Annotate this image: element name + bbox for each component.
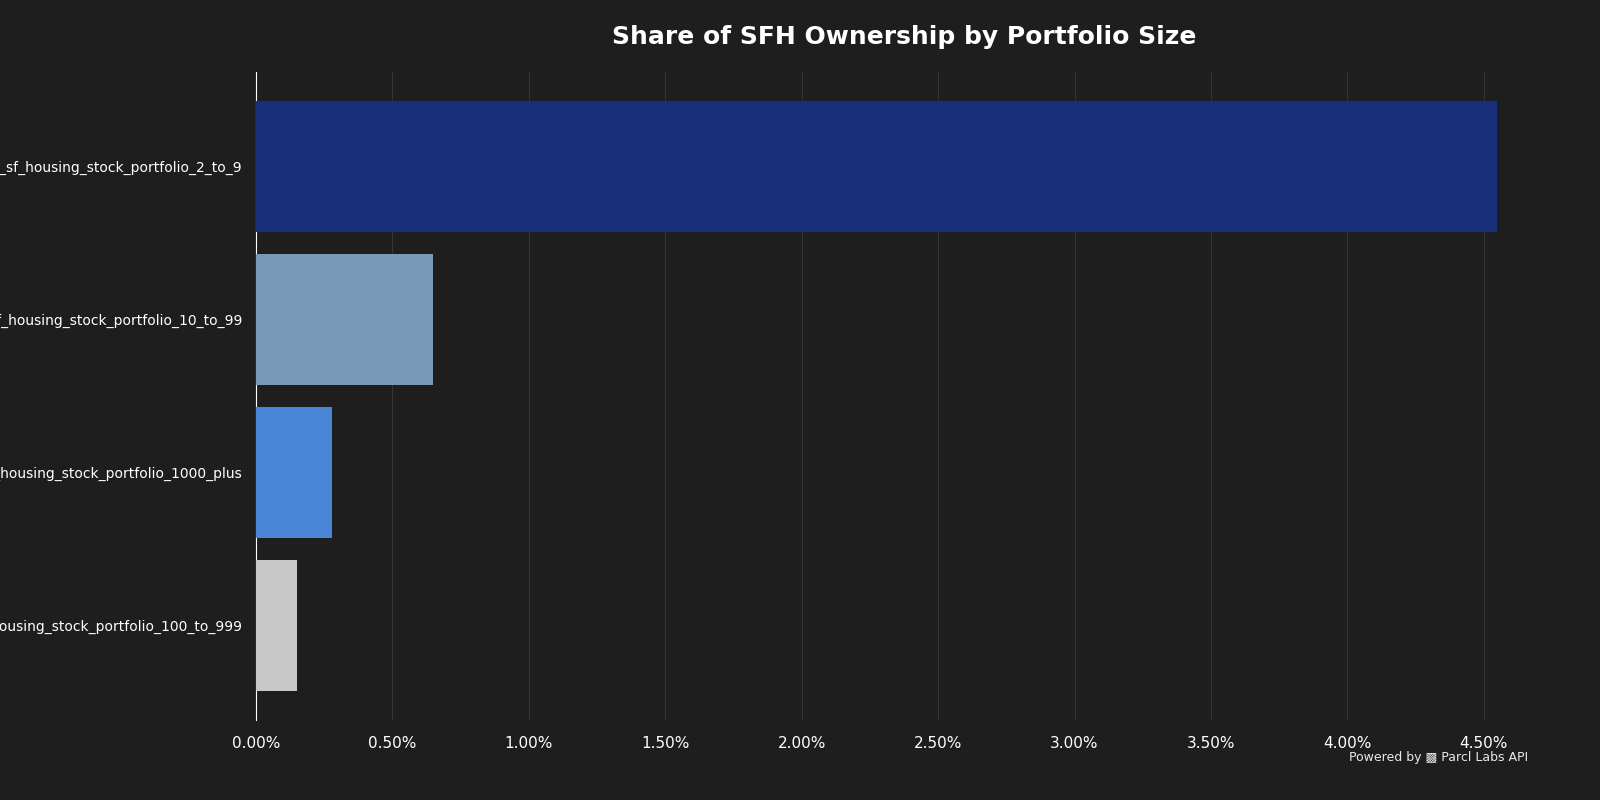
Bar [256, 102, 1498, 231]
Bar [256, 254, 434, 385]
Title: Share of SFH Ownership by Portfolio Size: Share of SFH Ownership by Portfolio Size [611, 26, 1197, 50]
Text: Powered by ▩ Parcl Labs API: Powered by ▩ Parcl Labs API [1349, 751, 1528, 764]
Bar [256, 407, 333, 538]
Bar [256, 561, 298, 690]
